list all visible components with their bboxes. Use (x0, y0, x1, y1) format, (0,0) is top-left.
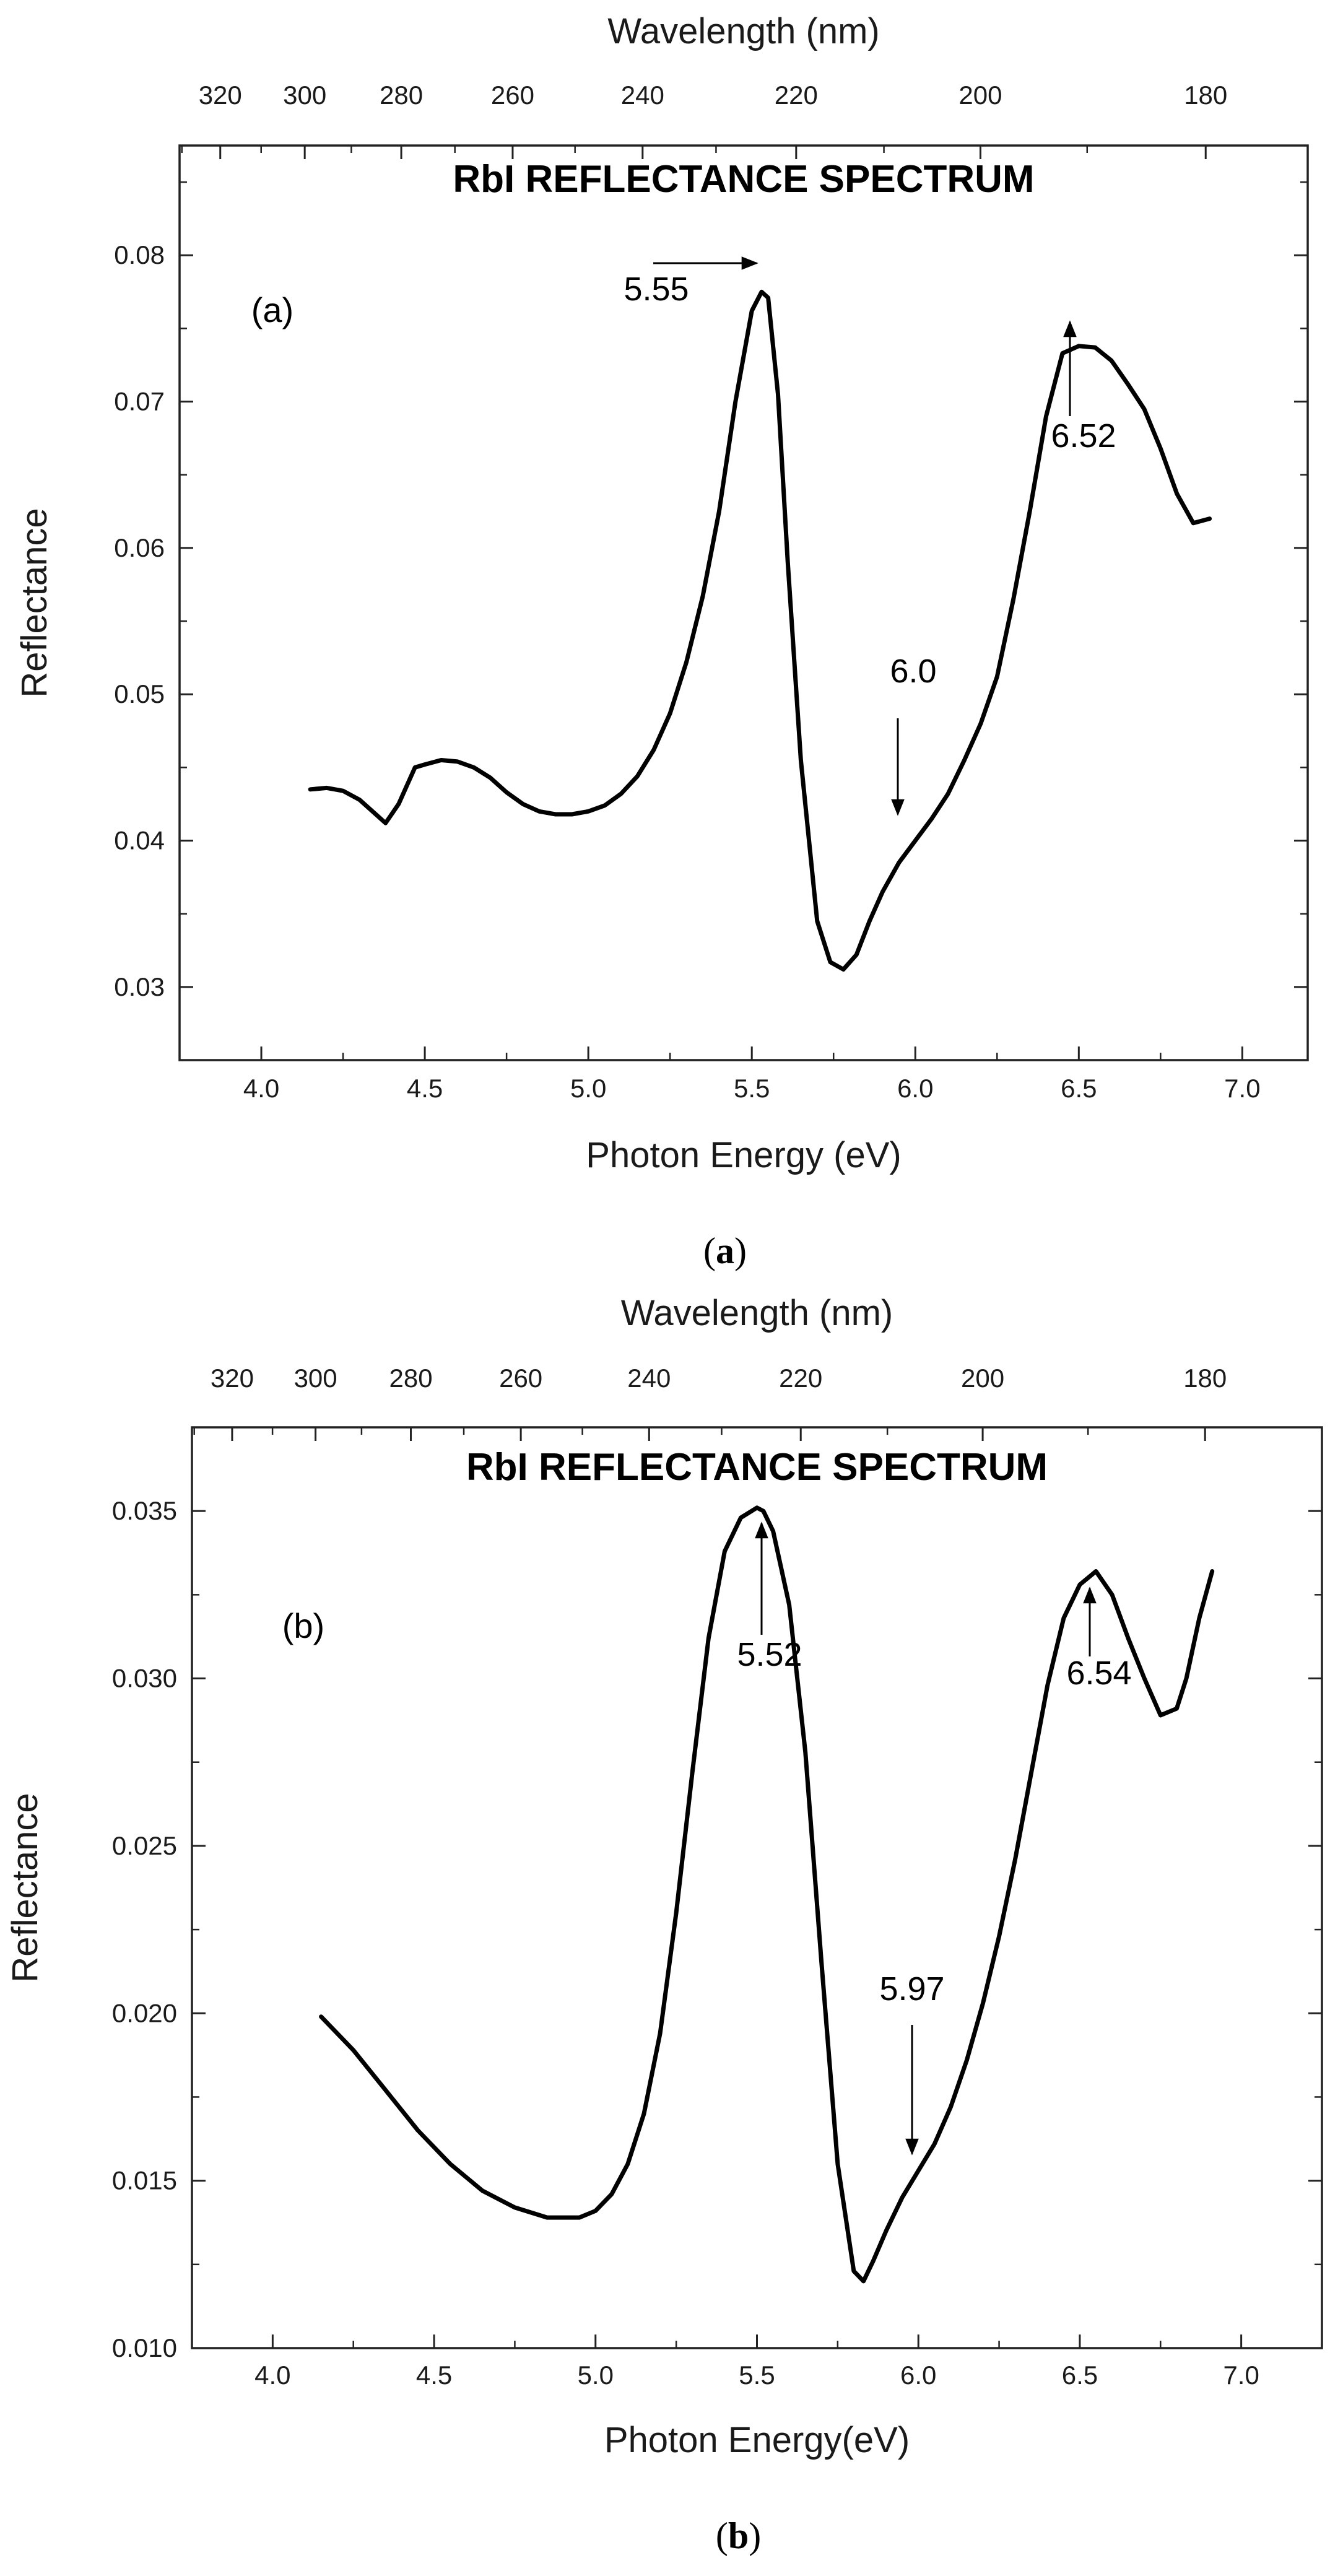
top-tick-label: 200 (961, 1364, 1004, 1393)
x-tick-label: 5.0 (578, 2361, 614, 2390)
x-axis-label: Photon Energy (eV) (586, 1135, 901, 1175)
top-tick-label: 300 (283, 80, 326, 110)
figure-caption: (a) (703, 1230, 747, 1271)
plot-frame (191, 1426, 1323, 2349)
top-tick-label: 300 (294, 1364, 337, 1393)
chart-title: RbI REFLECTANCE SPECTRUM (466, 1446, 1048, 1489)
annotation-label: 6.0 (890, 653, 936, 690)
y-tick-label: 0.020 (112, 1998, 177, 2027)
x-tick-label: 7.0 (1224, 1074, 1260, 1103)
y-tick-label: 0.06 (114, 533, 165, 562)
annotation-label: 6.52 (1051, 417, 1116, 455)
x-tick-label: 6.5 (1061, 1074, 1097, 1103)
y-tick-label: 0.025 (112, 1831, 177, 1860)
x-tick-label: 6.5 (1062, 2361, 1098, 2390)
caption-letter: a (716, 1230, 734, 1271)
top-tick-label: 180 (1184, 80, 1227, 110)
chart-panels: 4.0 4.5 5.0 5.5 6.0 6.5 7.0 320 300 280 260 240 220 2… (5, 11, 1323, 2556)
y-tick-label: 0.05 (114, 679, 165, 708)
chart-panel-b: 4.0 4.5 5.0 5.5 6.0 6.5 7.0 320 300 280 260 240 220 2… (5, 1293, 1323, 2556)
x-tick-label: 6.0 (900, 2361, 936, 2390)
top-tick-label: 240 (621, 80, 664, 110)
top-axis-label: Wavelength (nm) (621, 1293, 893, 1333)
x-tick-label: 5.5 (734, 1074, 770, 1103)
x-tick-label: 4.0 (243, 1074, 279, 1103)
top-tick-label: 320 (211, 1364, 254, 1393)
x-tick-label: 4.5 (407, 1074, 443, 1103)
annotation-label: 5.55 (624, 271, 689, 308)
y-tick-label: 0.010 (112, 2333, 177, 2362)
top-tick-label: 260 (491, 80, 534, 110)
y-tick-label: 0.04 (114, 826, 165, 855)
x-tick-label: 5.5 (739, 2361, 775, 2390)
top-tick-label: 320 (199, 80, 242, 110)
top-tick-label: 280 (389, 1364, 432, 1393)
top-tick-label: 200 (958, 80, 1002, 110)
panel-label: (b) (282, 1606, 324, 1645)
x-tick-label: 4.5 (416, 2361, 452, 2390)
y-tick-label: 0.07 (114, 387, 165, 416)
x-tick-label: 4.0 (254, 2361, 290, 2390)
x-tick-label: 6.0 (897, 1074, 933, 1103)
annotation-label: 5.52 (737, 1636, 802, 1673)
top-tick-label: 240 (627, 1364, 671, 1393)
annotation-label: 5.97 (879, 1970, 944, 2008)
top-tick-label: 220 (775, 80, 818, 110)
x-axis-label: Photon Energy(eV) (604, 2420, 910, 2460)
annotation-label: 6.54 (1066, 1655, 1131, 1692)
y-tick-label: 0.035 (112, 1496, 177, 1525)
series-line (319, 1505, 1215, 2284)
top-axis-label: Wavelength (nm) (607, 11, 879, 51)
top-tick-label: 260 (499, 1364, 542, 1393)
plot-frame (178, 144, 1309, 1061)
top-tick-label: 280 (380, 80, 423, 110)
top-tick-label: 180 (1183, 1364, 1227, 1393)
figure-caption: (b) (716, 2515, 761, 2556)
x-tick-label: 5.0 (570, 1074, 606, 1103)
series-line (308, 289, 1212, 972)
chart-title: RbI REFLECTANCE SPECTRUM (453, 158, 1034, 201)
chart-panel-a: 4.0 4.5 5.0 5.5 6.0 6.5 7.0 320 300 280 260 240 220 2… (14, 11, 1309, 1271)
y-tick-label: 0.03 (114, 972, 165, 1001)
caption-letter: b (728, 2515, 749, 2556)
y-tick-label: 0.015 (112, 2166, 177, 2195)
top-tick-label: 220 (779, 1364, 822, 1393)
y-axis-label: Reflectance (5, 1793, 45, 1982)
y-tick-label: 0.030 (112, 1664, 177, 1693)
x-tick-label: 7.0 (1223, 2361, 1259, 2390)
panel-label: (a) (251, 290, 293, 329)
y-axis-label: Reflectance (14, 508, 54, 697)
y-tick-label: 0.08 (114, 240, 165, 269)
